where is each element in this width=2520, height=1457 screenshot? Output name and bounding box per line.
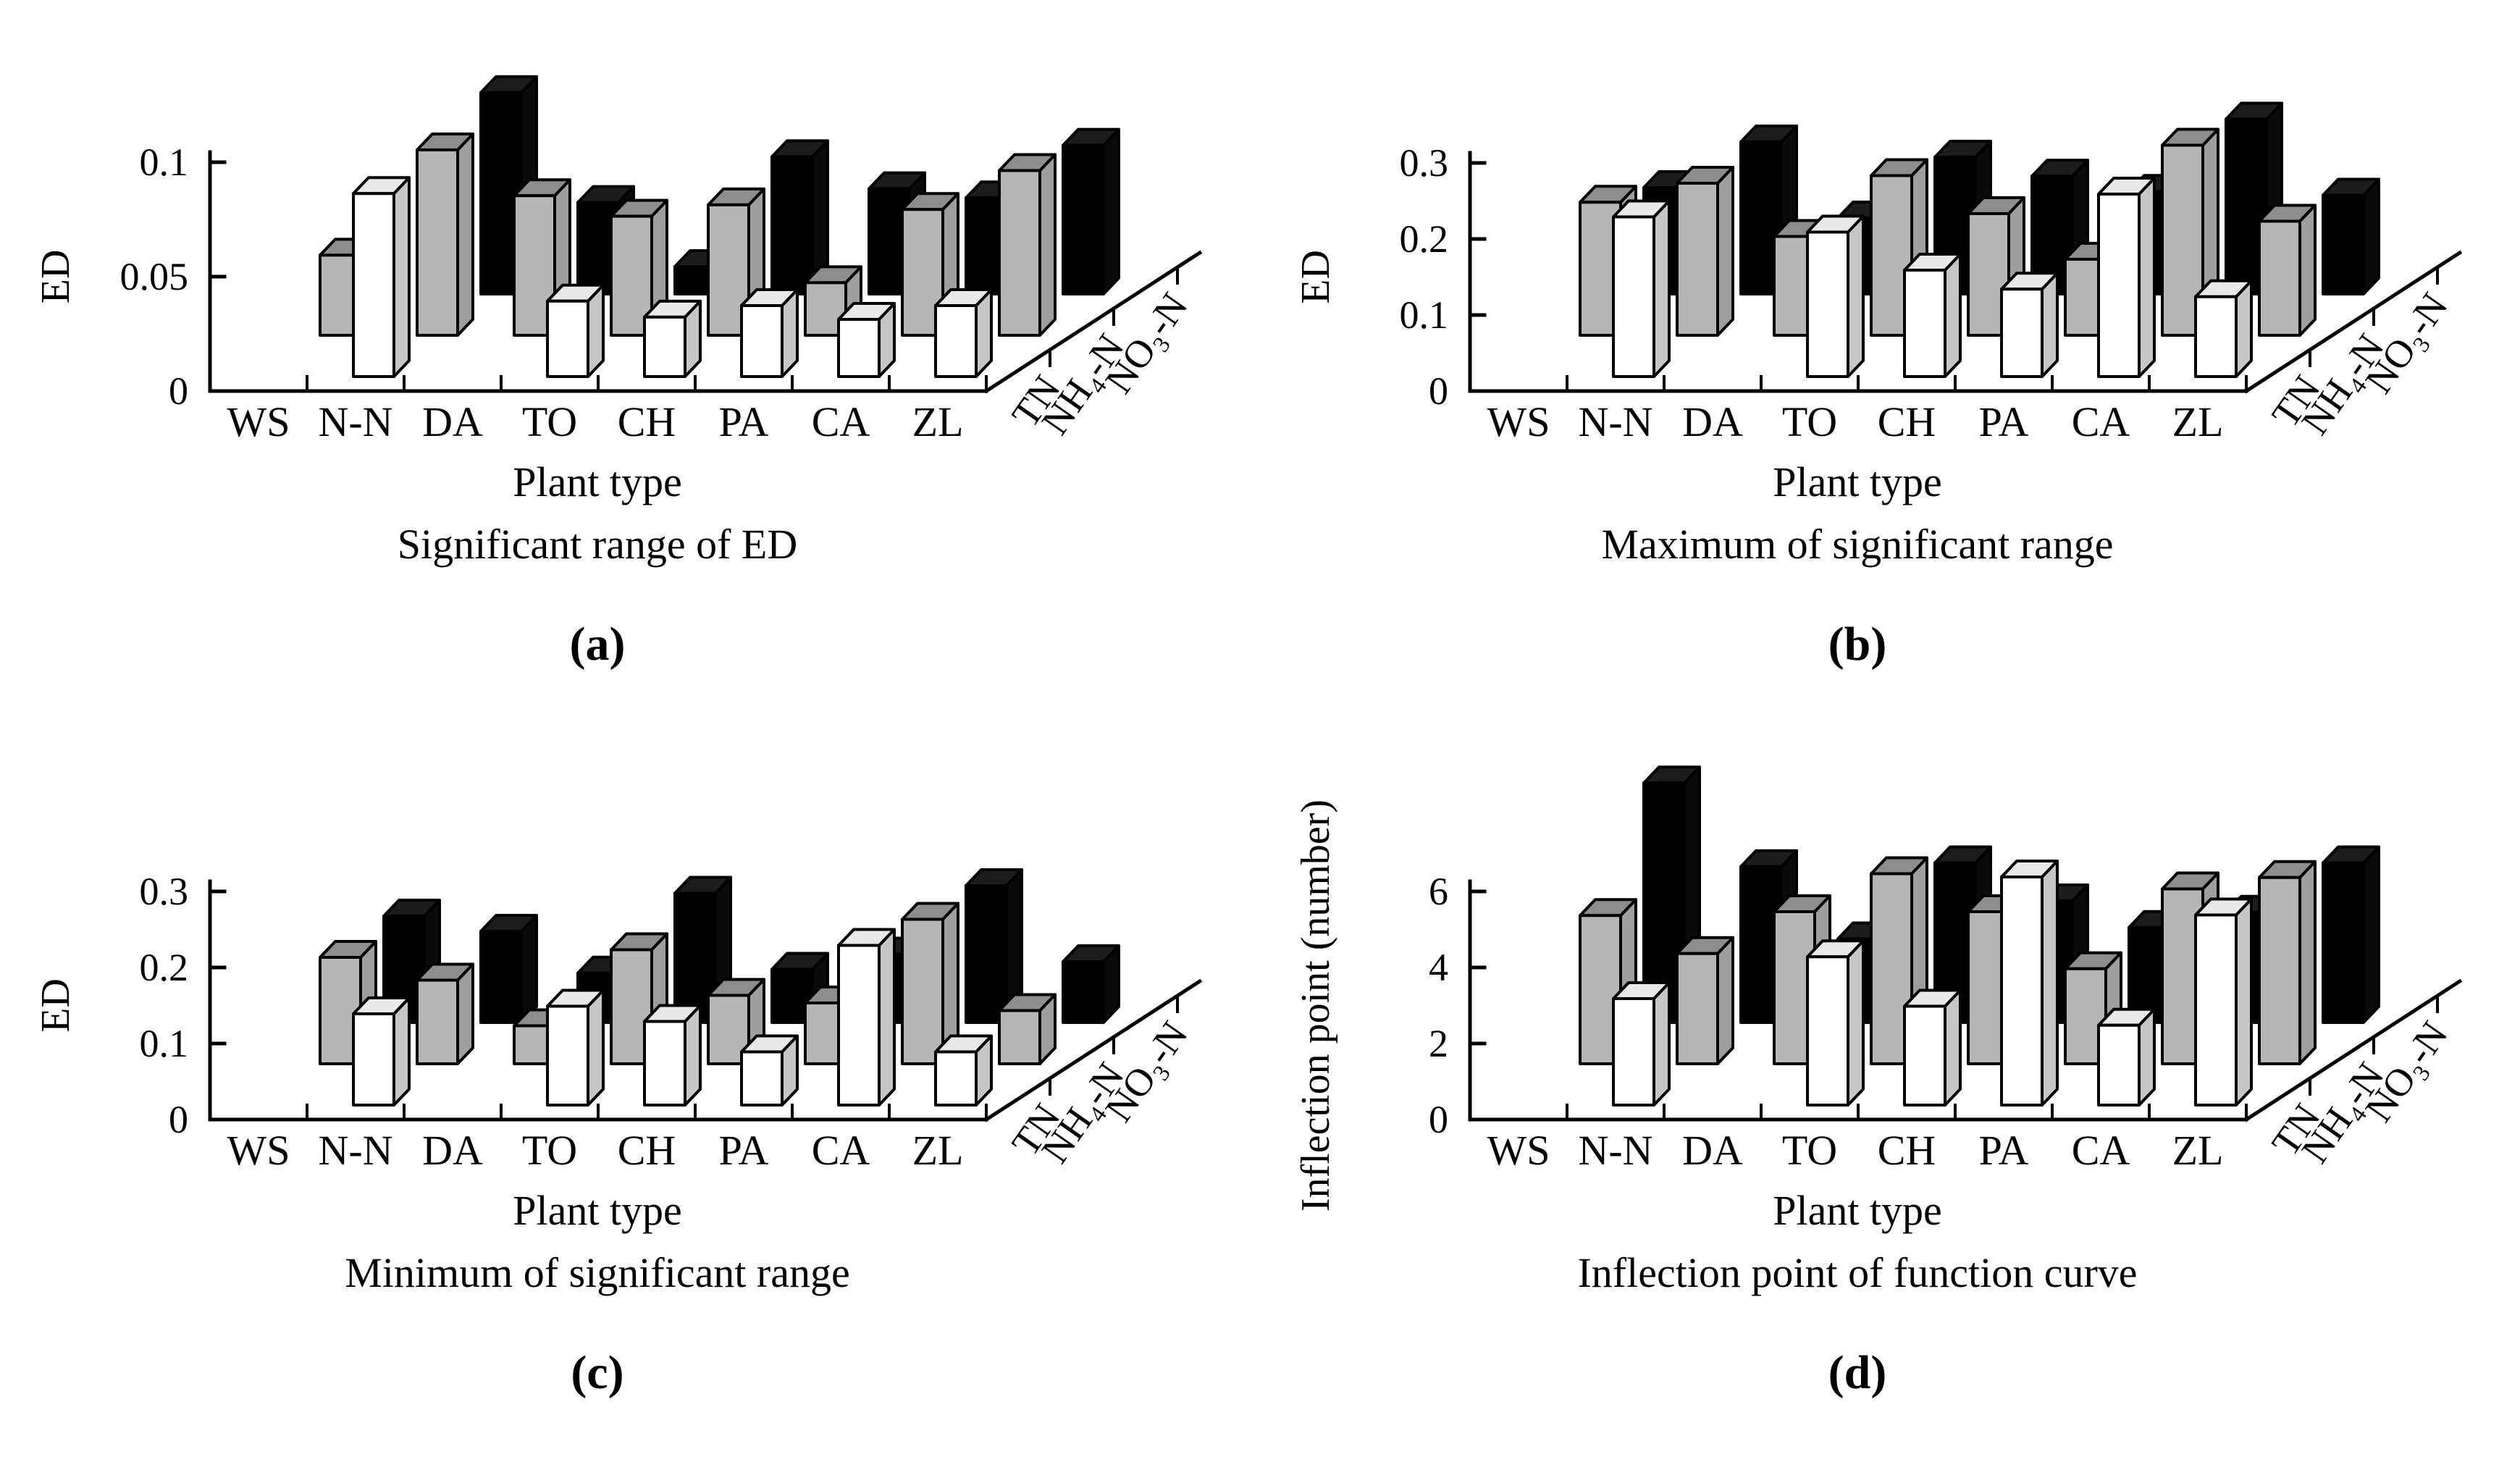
y-tick-label: 0 bbox=[1429, 1098, 1448, 1141]
y-axis-title: ED bbox=[1293, 250, 1338, 304]
category-label: CA bbox=[2072, 398, 2130, 445]
category-label: CA bbox=[812, 398, 870, 445]
y-axis-title: ED bbox=[33, 978, 78, 1033]
y-tick-label: 0.1 bbox=[140, 140, 189, 184]
x-axis-label: Plant type bbox=[1773, 1187, 1942, 1234]
y-tick-label: 0.05 bbox=[120, 255, 189, 298]
y-tick-label: 0 bbox=[169, 369, 188, 413]
category-label: TO bbox=[522, 1127, 577, 1174]
category-label: CH bbox=[618, 1127, 676, 1174]
y-tick-label: 0.2 bbox=[1400, 217, 1449, 261]
y-tick-label: 0.3 bbox=[140, 870, 189, 913]
category-label: DA bbox=[422, 398, 483, 445]
category-label: TO bbox=[1782, 1127, 1837, 1174]
category-label: WS bbox=[227, 1127, 290, 1174]
y-tick-label: 0.1 bbox=[1400, 293, 1449, 337]
y-tick-label: 0.3 bbox=[1400, 141, 1449, 185]
x-axis-label: Plant type bbox=[513, 1187, 682, 1234]
y-tick-label: 4 bbox=[1429, 946, 1448, 989]
category-label: ZL bbox=[912, 1127, 964, 1174]
panel-a: 0 0.05 0.1 ED WS N-N DA TO CH PA CA ZL TN NH₄-N NO₃-N … bbox=[0, 0, 1260, 728]
panel-d: 0 2 4 6 Inflection point (number) WS N-N DA TO CH… bbox=[1260, 728, 2520, 1457]
category-label: PA bbox=[719, 1127, 769, 1174]
category-label: PA bbox=[1979, 398, 2029, 445]
panel-letter: (b) bbox=[1828, 618, 1887, 671]
chart-inflection-point: 0 2 4 6 Inflection point (number) WS N-N DA TO CH… bbox=[1293, 765, 2463, 1212]
category-label: N-N bbox=[1578, 398, 1652, 445]
category-label: CA bbox=[812, 1127, 870, 1174]
panel-c: 0 0.1 0.2 0.3 ED WS N-N DA TO CH PA CA ZL TN NH₄-N NO₃-… bbox=[0, 728, 1260, 1457]
y-axis-title: ED bbox=[33, 250, 78, 304]
category-label: N-N bbox=[318, 1127, 392, 1174]
category-label: CH bbox=[618, 398, 676, 445]
y-tick-label: 0 bbox=[1429, 369, 1448, 413]
category-label: WS bbox=[1487, 398, 1550, 445]
category-label: WS bbox=[1487, 1127, 1550, 1174]
panel-letter: (c) bbox=[571, 1346, 624, 1399]
category-label: WS bbox=[227, 398, 290, 445]
chart-title: Significant range of ED bbox=[397, 521, 798, 568]
category-label: CA bbox=[2072, 1127, 2130, 1174]
x-axis-label: Plant type bbox=[513, 458, 682, 505]
chart-title: Minimum of significant range bbox=[345, 1249, 850, 1296]
category-label: DA bbox=[1682, 1127, 1743, 1174]
y-tick-label: 0.2 bbox=[140, 946, 189, 989]
panel-b: 0 0.1 0.2 0.3 ED WS N-N DA TO CH PA CA ZL TN NH₄-N NO₃-… bbox=[1260, 0, 2520, 728]
category-label: ZL bbox=[2172, 398, 2224, 445]
category-label: PA bbox=[1979, 1127, 2029, 1174]
category-label: CH bbox=[1878, 398, 1936, 445]
category-label: DA bbox=[422, 1127, 483, 1174]
category-label: ZL bbox=[912, 398, 964, 445]
category-label: N-N bbox=[318, 398, 392, 445]
category-label: PA bbox=[719, 398, 769, 445]
panel-letter: (d) bbox=[1828, 1346, 1887, 1399]
y-axis-title: Inflection point (number) bbox=[1293, 799, 1338, 1212]
category-label: ZL bbox=[2172, 1127, 2224, 1174]
category-label: DA bbox=[1682, 398, 1743, 445]
category-label: CH bbox=[1878, 1127, 1936, 1174]
chart-title: Inflection point of function curve bbox=[1577, 1249, 2138, 1296]
y-tick-label: 2 bbox=[1429, 1022, 1448, 1065]
y-tick-label: 6 bbox=[1429, 870, 1448, 913]
category-label: N-N bbox=[1578, 1127, 1652, 1174]
panel-letter: (a) bbox=[569, 618, 626, 671]
y-tick-label: 0.1 bbox=[140, 1022, 189, 1065]
chart-title: Maximum of significant range bbox=[1601, 521, 2114, 568]
x-axis-label: Plant type bbox=[1773, 458, 1942, 505]
y-tick-label: 0 bbox=[169, 1098, 188, 1141]
category-label: TO bbox=[1782, 398, 1837, 445]
category-label: TO bbox=[522, 398, 577, 445]
